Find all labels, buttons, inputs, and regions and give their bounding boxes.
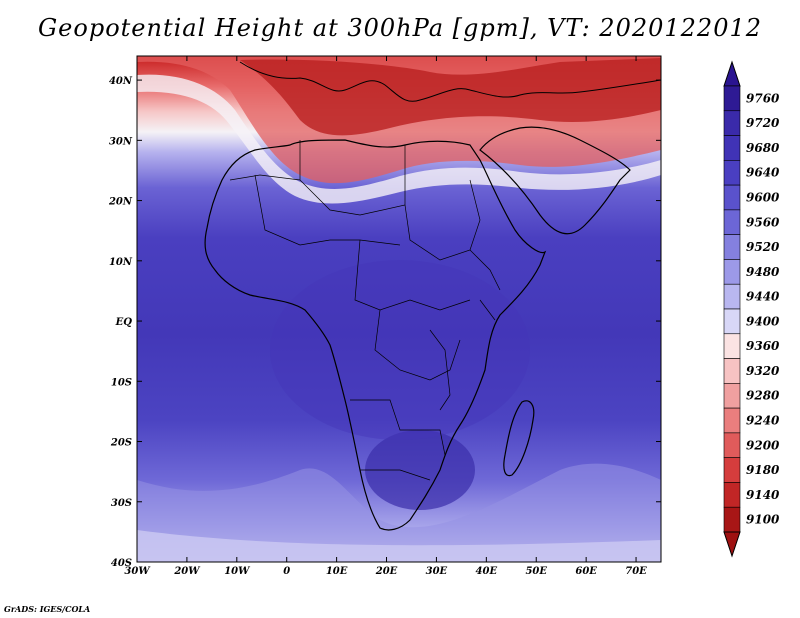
map-title: Geopotential Height at 300hPa [gpm], VT:… (38, 14, 762, 42)
colorbar-label: 9680 (746, 141, 780, 155)
lon-tick-label: 40E (476, 566, 498, 577)
southern-edge (137, 530, 661, 562)
colorbar-segment (723, 358, 741, 384)
map-frame (136, 55, 662, 563)
lon-tick-label: 0 (283, 566, 290, 577)
colorbar-min-arrow (723, 531, 741, 558)
colorbar-segment (723, 308, 741, 335)
colorbar-label: 9400 (746, 314, 780, 328)
colorbar-segment (723, 184, 741, 211)
africa-coastline (204, 139, 547, 531)
southern-trough (137, 463, 661, 562)
map-panel (137, 56, 661, 562)
colorbar-segment (723, 234, 741, 260)
colorbar-label: 9560 (746, 215, 780, 229)
transition-band (137, 74, 661, 204)
lon-tick-label: 60E (575, 566, 597, 577)
colorbar-label: 9360 (746, 339, 780, 353)
colorbar-label: 9240 (746, 414, 780, 428)
colorbar-label: 9200 (746, 438, 780, 452)
equatorial-high (270, 260, 530, 440)
colorbar-segment (723, 506, 741, 533)
colorbar-segment (723, 457, 741, 483)
lon-tick-label: 20E (375, 566, 398, 577)
grads-credit: GrADS: IGES/COLA (4, 604, 91, 614)
colorbar-label: 9320 (746, 364, 780, 378)
lat-tick-label: 30N (109, 136, 133, 147)
lon-tick-label: 50E (525, 566, 547, 577)
colorbar-label: 9520 (746, 240, 780, 254)
country-borders (229, 140, 501, 481)
colorbar-segment (723, 333, 741, 359)
lon-tick-label: 30W (124, 566, 151, 577)
colorbar: 9760 9720 9680 9640 9600 9560 9520 9480 9440 9400… (723, 60, 780, 558)
colorbar-segment (723, 407, 741, 434)
lon-tick-label: 20W (173, 566, 201, 577)
colorbar-label: 9440 (746, 290, 780, 304)
lat-tick-label: 10S (111, 377, 132, 388)
colorbar-label: 9600 (746, 191, 780, 205)
colorbar-label: 9100 (746, 513, 780, 527)
colorbar-segment (723, 160, 741, 186)
colorbar-segment (723, 432, 741, 458)
colorbar-label: 9640 (746, 166, 780, 180)
colorbar-segment (723, 283, 741, 310)
lat-tick-label: 20S (110, 438, 132, 449)
europe-coastline (239, 61, 661, 102)
lon-tick-label: 10E (326, 566, 348, 577)
colorbar-segment (723, 135, 741, 161)
colorbar-label: 9140 (746, 488, 780, 502)
colorbar-segment (723, 85, 741, 112)
lon-tick-label: 70E (625, 566, 647, 577)
colorbar-label: 9180 (746, 463, 780, 477)
madagascar-outline (503, 400, 535, 477)
lat-tick-label: 10N (109, 257, 133, 268)
colorbar-max-arrow (723, 60, 741, 87)
lat-tick-label: 40N (109, 76, 133, 87)
lat-tick-label: 30S (111, 498, 132, 509)
lon-tick-label: 30E (426, 566, 448, 577)
colorbar-segment (723, 110, 741, 136)
lon-tick-label: 10W (224, 566, 251, 577)
lat-tick-label: 40S (111, 558, 132, 569)
colorbar-segment (723, 482, 741, 508)
arabia-coastline (479, 126, 631, 235)
colorbar-label: 9480 (746, 265, 780, 279)
longitude-axis: 30W 20W 10W 0 10E 20E 30E 40E 50E 60E 70E (124, 56, 647, 577)
colorbar-segment (723, 383, 741, 409)
colorbar-segment (723, 259, 741, 285)
colorbar-label: 9760 (746, 91, 780, 105)
colorbar-segment (723, 209, 741, 235)
lowest-height-core (240, 58, 661, 136)
latitude-axis: 40N 30N 20N 10N EQ 10S 20S 30S 40S (108, 76, 661, 569)
colorbar-label: 9280 (746, 389, 780, 403)
lat-tick-label: EQ (115, 317, 133, 328)
colorbar-label: 9720 (746, 116, 780, 130)
lat-tick-label: 20N (108, 197, 133, 208)
